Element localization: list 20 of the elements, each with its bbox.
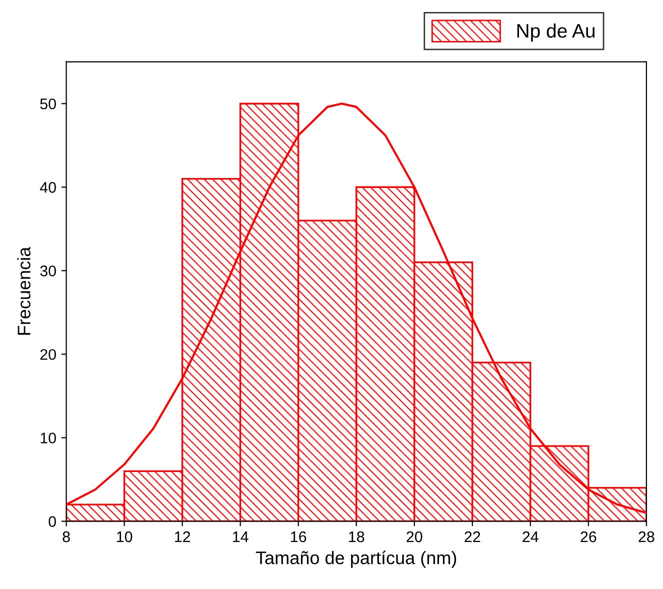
y-tick-label: 20 (40, 349, 56, 360)
y-tick-label: 40 (40, 182, 56, 193)
x-tick-label: 16 (291, 531, 306, 542)
x-tick-label: 8 (62, 531, 70, 542)
x-tick-label: 14 (233, 532, 248, 542)
x-tick-label: 20 (406, 531, 422, 542)
legend-label: Np de Au (517, 23, 594, 42)
x-tick-label: 10 (116, 531, 132, 542)
y-tick-label: 0 (48, 516, 56, 527)
x-tick-label: 24 (522, 531, 538, 542)
x-tick-label: 22 (464, 531, 480, 542)
x-tick-label: 26 (580, 531, 596, 542)
y-tick-label: 30 (40, 266, 56, 276)
x-axis-title: Tamaño de partícua (nm) (256, 550, 456, 568)
y-tick-label: 10 (40, 432, 56, 444)
x-tick-label: 28 (638, 531, 654, 542)
y-tick-label: 50 (40, 98, 56, 110)
x-tick-label: 12 (174, 531, 190, 542)
x-tick-label: 18 (349, 531, 364, 542)
y-axis-title: Frecuencia (17, 246, 30, 335)
